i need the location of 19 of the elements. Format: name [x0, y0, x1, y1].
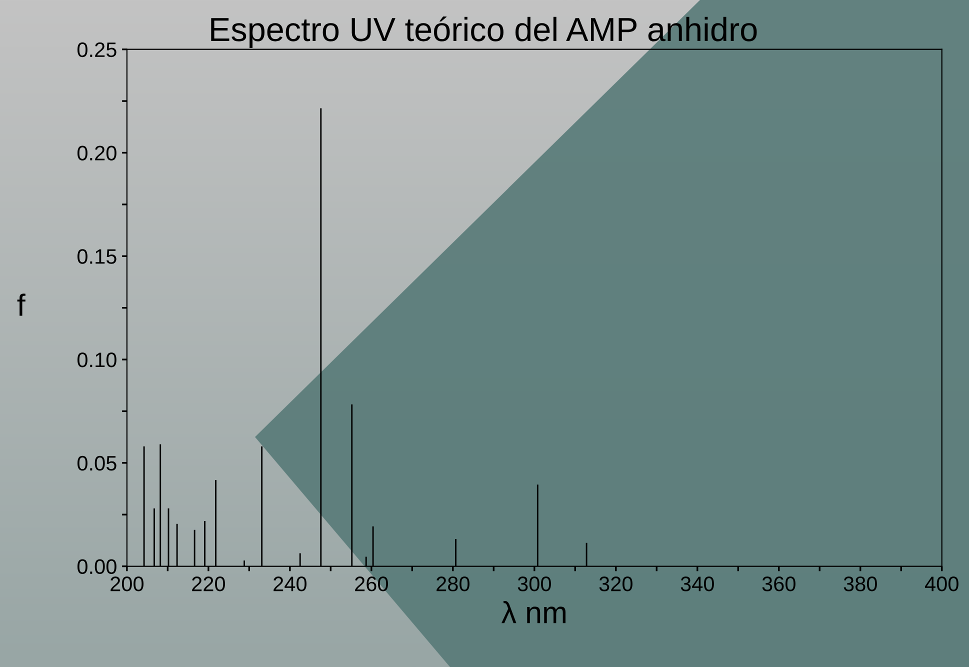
y-tick-label: 0.00: [77, 559, 116, 574]
x-tick-label: 320: [599, 576, 632, 592]
x-tick-label: 200: [110, 576, 144, 592]
x-tick-label: 260: [355, 576, 388, 592]
x-tick-label: 360: [762, 576, 796, 592]
y-tick-label: 0.05: [77, 456, 116, 471]
x-tick-label: 380: [844, 576, 877, 592]
x-tick-label: 220: [192, 576, 225, 592]
y-tick-label: 0.15: [77, 249, 116, 264]
y-tick-label: 0.10: [77, 352, 116, 368]
x-tick-label: 300: [518, 576, 551, 592]
x-axis-title: λ nm: [502, 600, 566, 624]
x-tick-label: 280: [436, 576, 470, 592]
x-tick-label: 240: [274, 576, 306, 592]
x-tick-label: 340: [680, 576, 714, 592]
y-tick-label: 0.25: [77, 42, 116, 58]
y-axis-title: f: [17, 294, 26, 316]
y-tick-label: 0.20: [77, 146, 116, 160]
x-tick-label: 400: [924, 576, 958, 592]
